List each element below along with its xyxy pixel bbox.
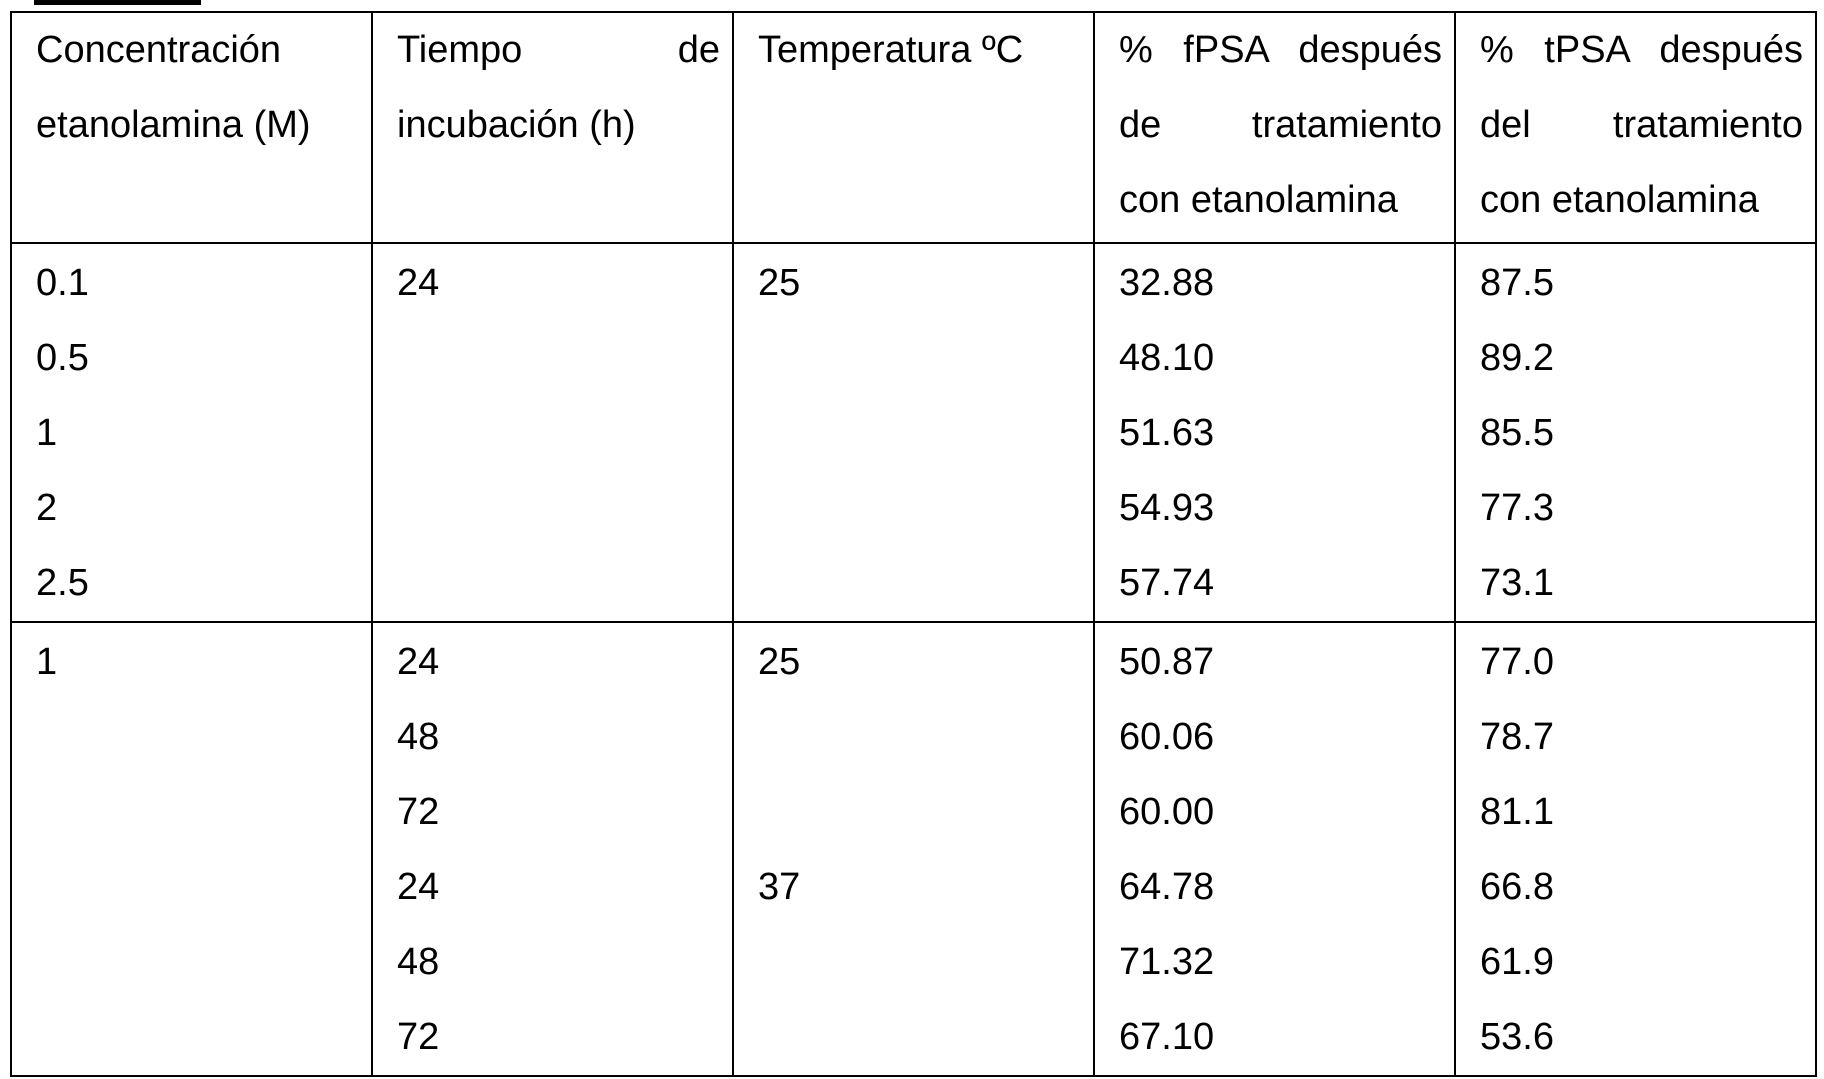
concentration-value: 2 [36, 471, 359, 546]
header-fpsa: % fPSA después de tratamiento con etanol… [1094, 12, 1455, 243]
tpsa-value: 89.2 [1480, 321, 1803, 396]
concentration-value: 1 [36, 625, 359, 700]
tpsa-value: 77.3 [1480, 471, 1803, 546]
results-table: Concentración etanolamina (M) Tiempo de … [10, 11, 1817, 1077]
temperature-cell: 25 [733, 243, 1094, 622]
fpsa-value: 71.32 [1119, 925, 1442, 1000]
tpsa-value: 61.9 [1480, 925, 1803, 1000]
concentration-value: 2.5 [36, 546, 359, 621]
time-value: 24 [397, 246, 720, 321]
top-rule [34, 0, 201, 5]
temperature-value: 25 [758, 625, 1081, 700]
time-cell: 24 48 72 24 48 72 [372, 622, 733, 1076]
fpsa-value: 60.06 [1119, 700, 1442, 775]
fpsa-value: 67.10 [1119, 1000, 1442, 1075]
header-concentration-line-1: Concentración [36, 13, 359, 88]
fpsa-value: 32.88 [1119, 246, 1442, 321]
fpsa-cell: 50.87 60.06 60.00 64.78 71.32 67.10 [1094, 622, 1455, 1076]
temperature-cell: 25 37 [733, 622, 1094, 1076]
header-time-line-2: incubación (h) [397, 88, 720, 163]
tpsa-value: 78.7 [1480, 700, 1803, 775]
header-tpsa-line-1: % tPSA después [1480, 13, 1803, 88]
tpsa-value: 77.0 [1480, 625, 1803, 700]
table-row: 1 24 48 72 24 48 72 25 37 50.87 60.06 60… [11, 622, 1816, 1076]
temperature-value [758, 775, 1081, 850]
concentration-value: 0.1 [36, 246, 359, 321]
header-time: Tiempo de incubación (h) [372, 12, 733, 243]
fpsa-value: 57.74 [1119, 546, 1442, 621]
time-cell: 24 [372, 243, 733, 622]
header-time-line-1: Tiempo de [397, 13, 720, 88]
tpsa-value: 87.5 [1480, 246, 1803, 321]
header-fpsa-line-2: de tratamiento [1119, 88, 1442, 163]
table-group-concentration-series: 0.1 0.5 1 2 2.5 24 25 32.88 48.10 51.63 … [11, 243, 1816, 622]
concentration-cell: 0.1 0.5 1 2 2.5 [11, 243, 372, 622]
concentration-value: 1 [36, 396, 359, 471]
tpsa-value: 53.6 [1480, 1000, 1803, 1075]
header-concentration-line-2: etanolamina (M) [36, 88, 359, 163]
time-value: 48 [397, 925, 720, 1000]
tpsa-value: 66.8 [1480, 850, 1803, 925]
header-tpsa: % tPSA después del tratamiento con etano… [1455, 12, 1816, 243]
header-temperature: Temperatura ºC [733, 12, 1094, 243]
tpsa-value: 85.5 [1480, 396, 1803, 471]
fpsa-value: 51.63 [1119, 396, 1442, 471]
temperature-value: 37 [758, 850, 1081, 925]
tpsa-cell: 77.0 78.7 81.1 66.8 61.9 53.6 [1455, 622, 1816, 1076]
time-value: 48 [397, 700, 720, 775]
time-value: 72 [397, 1000, 720, 1075]
table-row: 0.1 0.5 1 2 2.5 24 25 32.88 48.10 51.63 … [11, 243, 1816, 622]
concentration-cell: 1 [11, 622, 372, 1076]
header-tpsa-line-2: del tratamiento [1480, 88, 1803, 163]
tpsa-value: 81.1 [1480, 775, 1803, 850]
fpsa-value: 48.10 [1119, 321, 1442, 396]
fpsa-value: 64.78 [1119, 850, 1442, 925]
time-value: 72 [397, 775, 720, 850]
fpsa-value: 54.93 [1119, 471, 1442, 546]
header-fpsa-line-3: con etanolamina [1119, 163, 1442, 238]
header-concentration: Concentración etanolamina (M) [11, 12, 372, 243]
tpsa-value: 73.1 [1480, 546, 1803, 621]
fpsa-value: 50.87 [1119, 625, 1442, 700]
fpsa-value: 60.00 [1119, 775, 1442, 850]
header-row: Concentración etanolamina (M) Tiempo de … [11, 12, 1816, 243]
concentration-value: 0.5 [36, 321, 359, 396]
header-fpsa-line-1: % fPSA después [1119, 13, 1442, 88]
table-group-time-series: 1 24 48 72 24 48 72 25 37 50.87 60.06 60… [11, 622, 1816, 1076]
fpsa-cell: 32.88 48.10 51.63 54.93 57.74 [1094, 243, 1455, 622]
time-value: 24 [397, 625, 720, 700]
temperature-value: 25 [758, 246, 1081, 321]
table-header: Concentración etanolamina (M) Tiempo de … [11, 12, 1816, 243]
header-tpsa-line-3: con etanolamina [1480, 163, 1803, 238]
tpsa-cell: 87.5 89.2 85.5 77.3 73.1 [1455, 243, 1816, 622]
time-value: 24 [397, 850, 720, 925]
header-temperature-line-1: Temperatura ºC [758, 13, 1081, 88]
temperature-value [758, 700, 1081, 775]
